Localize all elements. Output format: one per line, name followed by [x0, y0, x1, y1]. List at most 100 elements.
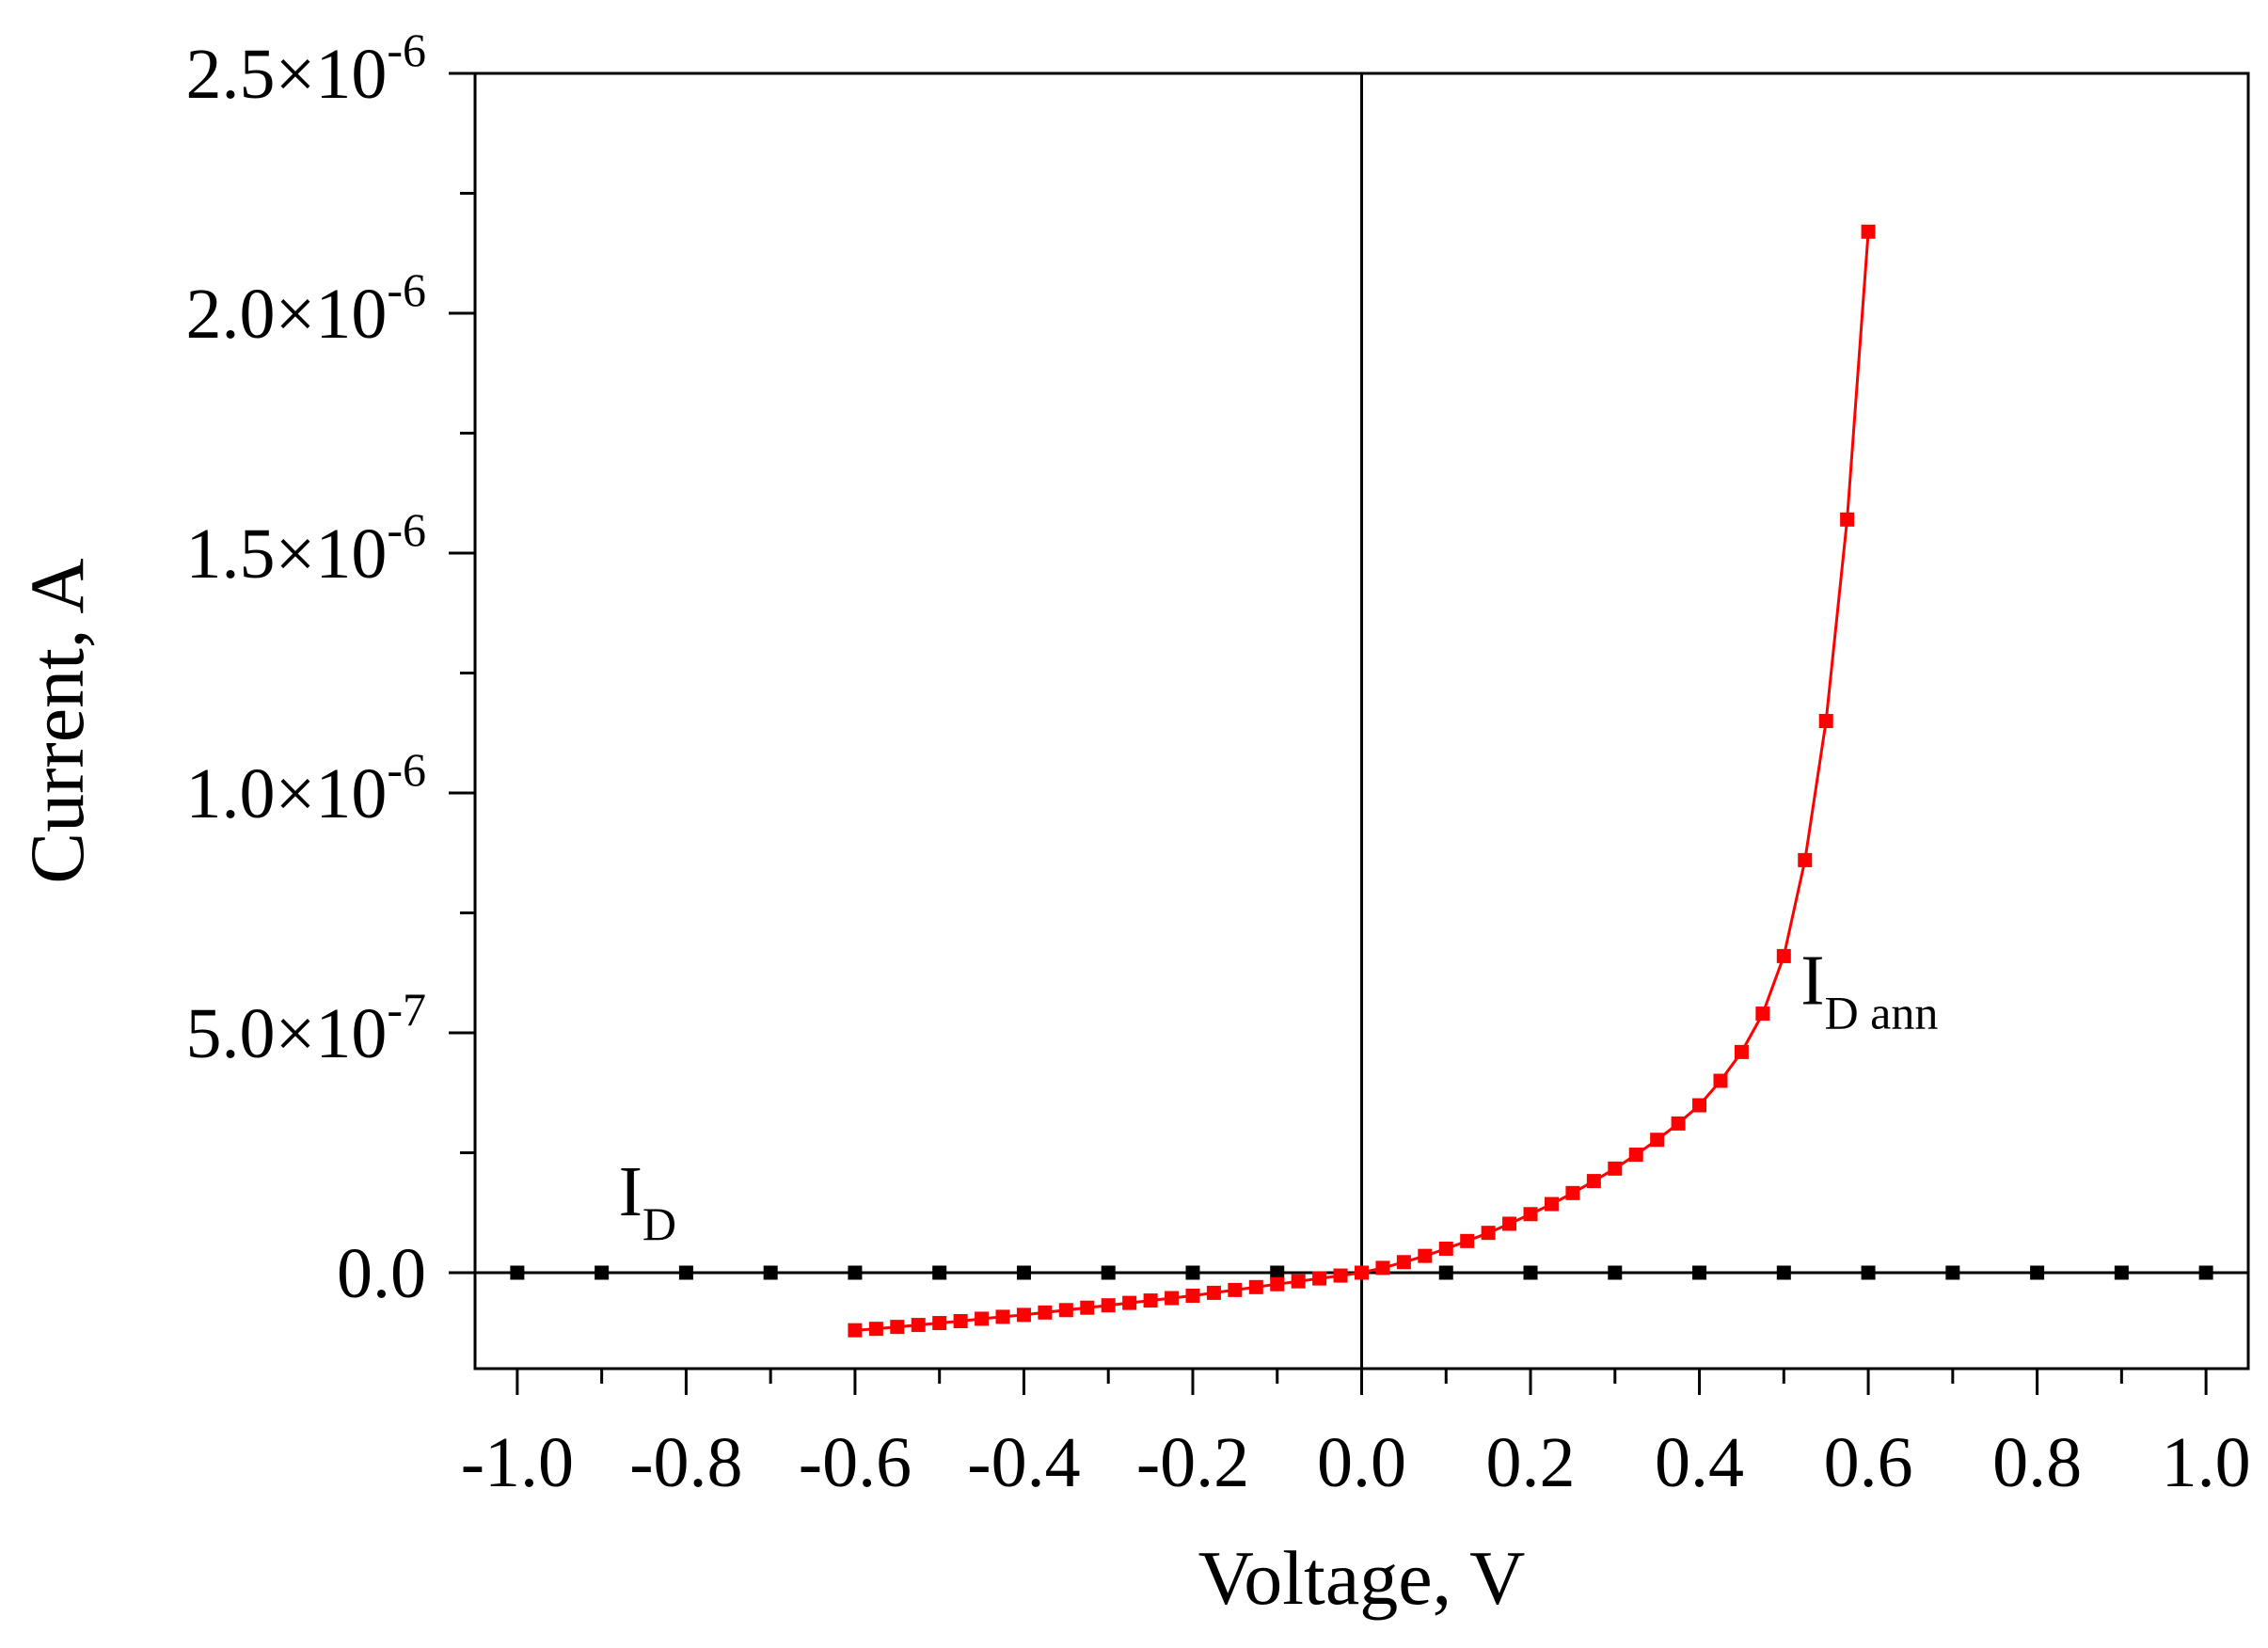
data-point — [1312, 1271, 1327, 1286]
data-point — [1692, 1265, 1707, 1280]
data-point — [868, 1322, 883, 1337]
data-point — [1798, 852, 1813, 867]
data-point — [1945, 1265, 1960, 1280]
data-point — [1861, 1265, 1876, 1280]
data-point — [890, 1320, 905, 1335]
data-point — [975, 1311, 990, 1326]
x-tick-label: 0.8 — [1992, 1423, 2082, 1502]
x-tick-label: 0.2 — [1486, 1423, 1576, 1502]
y-tick-exponent: -7 — [387, 983, 426, 1036]
data-point — [1502, 1216, 1517, 1231]
x-tick-label: 0.4 — [1655, 1423, 1744, 1502]
data-point — [1291, 1274, 1306, 1289]
y-tick-label: 5.0×10-7 — [185, 983, 426, 1073]
data-point — [1692, 1098, 1707, 1113]
reference-lines — [475, 73, 2248, 1369]
data-point — [1101, 1265, 1116, 1280]
labels-layer: -1.0 -0.8 -0.6 -0.4 -0.2 0.0 0.2 0.4 0.6 0.8 1.0 0.… — [185, 24, 2250, 1502]
data-point — [1755, 1006, 1770, 1022]
y-tick-label: 2.5×10-6 — [185, 24, 426, 114]
y-tick-label: 2.0×10-6 — [185, 263, 426, 354]
y-tick-mantissa: 2.0×10 — [185, 275, 387, 354]
data-point — [1713, 1073, 1728, 1088]
data-point — [1608, 1265, 1623, 1280]
data-point — [1565, 1185, 1580, 1200]
data-point — [1586, 1174, 1601, 1189]
series-annotation: ID ann — [1800, 941, 1938, 1038]
data-point — [1038, 1305, 1053, 1320]
data-point — [1438, 1242, 1453, 1256]
y-tick-mantissa: 1.0×10 — [185, 754, 387, 833]
y-tick-mantissa: 5.0×10 — [185, 994, 387, 1073]
y-tick-label: 1.5×10-6 — [185, 503, 426, 594]
data-point — [848, 1265, 863, 1280]
data-point — [1523, 1207, 1538, 1222]
x-tick-label: -0.6 — [799, 1423, 912, 1502]
y-tick-mantissa: 0.0 — [337, 1234, 426, 1313]
annotation-main: I — [619, 1152, 642, 1231]
x-tick-label: -0.2 — [1136, 1423, 1249, 1502]
data-point — [995, 1309, 1010, 1324]
data-point — [1544, 1196, 1559, 1212]
data-point — [2114, 1265, 2129, 1280]
data-point — [1840, 512, 1855, 527]
data-point — [1165, 1291, 1180, 1306]
data-point — [932, 1316, 947, 1331]
series-layer — [510, 224, 2213, 1338]
data-point — [1650, 1133, 1665, 1148]
data-point — [1185, 1265, 1200, 1280]
data-point — [1058, 1303, 1073, 1318]
series-annotation: ID — [619, 1152, 676, 1250]
data-point — [678, 1265, 693, 1280]
data-point — [1080, 1300, 1095, 1315]
x-tick-label: 1.0 — [2162, 1423, 2251, 1502]
y-tick-label: 1.0×10-6 — [185, 743, 426, 833]
y-tick-exponent: -6 — [387, 263, 426, 316]
x-tick-label: -0.8 — [629, 1423, 742, 1502]
data-point — [1460, 1233, 1475, 1248]
y-tick-exponent: -6 — [387, 743, 426, 796]
series-1 — [848, 224, 1876, 1338]
data-point — [1418, 1248, 1433, 1263]
data-point — [1861, 224, 1876, 239]
y-tick-mantissa: 1.5×10 — [185, 515, 387, 594]
data-point — [2030, 1265, 2045, 1280]
data-point — [1270, 1265, 1285, 1280]
y-tick-exponent: -6 — [387, 24, 426, 76]
annotation-main: I — [1800, 941, 1824, 1020]
data-point — [1776, 1265, 1791, 1280]
x-tick-label: 0.0 — [1317, 1423, 1406, 1502]
data-point — [1016, 1307, 1031, 1323]
data-point — [1355, 1265, 1369, 1280]
data-point — [932, 1265, 947, 1280]
y-tick-label: 0.0 — [337, 1234, 426, 1313]
y-axis-title: Current, A — [14, 558, 100, 883]
data-point — [1628, 1148, 1643, 1163]
y-tick-exponent: -6 — [387, 503, 426, 556]
data-point — [1248, 1279, 1263, 1294]
data-point — [595, 1265, 610, 1280]
data-point — [1122, 1295, 1137, 1310]
data-point — [1101, 1298, 1116, 1313]
data-point — [2198, 1265, 2213, 1280]
data-point — [763, 1265, 778, 1280]
data-point — [953, 1314, 968, 1329]
data-point — [510, 1265, 525, 1280]
data-point — [1270, 1276, 1285, 1291]
data-point — [1438, 1265, 1453, 1280]
data-point — [1776, 948, 1791, 963]
data-point — [1396, 1255, 1411, 1270]
data-point — [911, 1318, 926, 1333]
data-point — [1818, 714, 1833, 728]
data-point — [1228, 1282, 1243, 1297]
data-point — [848, 1323, 863, 1338]
data-point — [1143, 1293, 1158, 1308]
data-point — [1671, 1116, 1686, 1131]
data-point — [1523, 1265, 1538, 1280]
x-tick-label: -0.4 — [967, 1423, 1080, 1502]
ticks-layer — [449, 71, 2208, 1395]
data-point — [1016, 1265, 1031, 1280]
data-point — [1375, 1260, 1390, 1276]
annotation-subscript: D — [642, 1197, 676, 1250]
